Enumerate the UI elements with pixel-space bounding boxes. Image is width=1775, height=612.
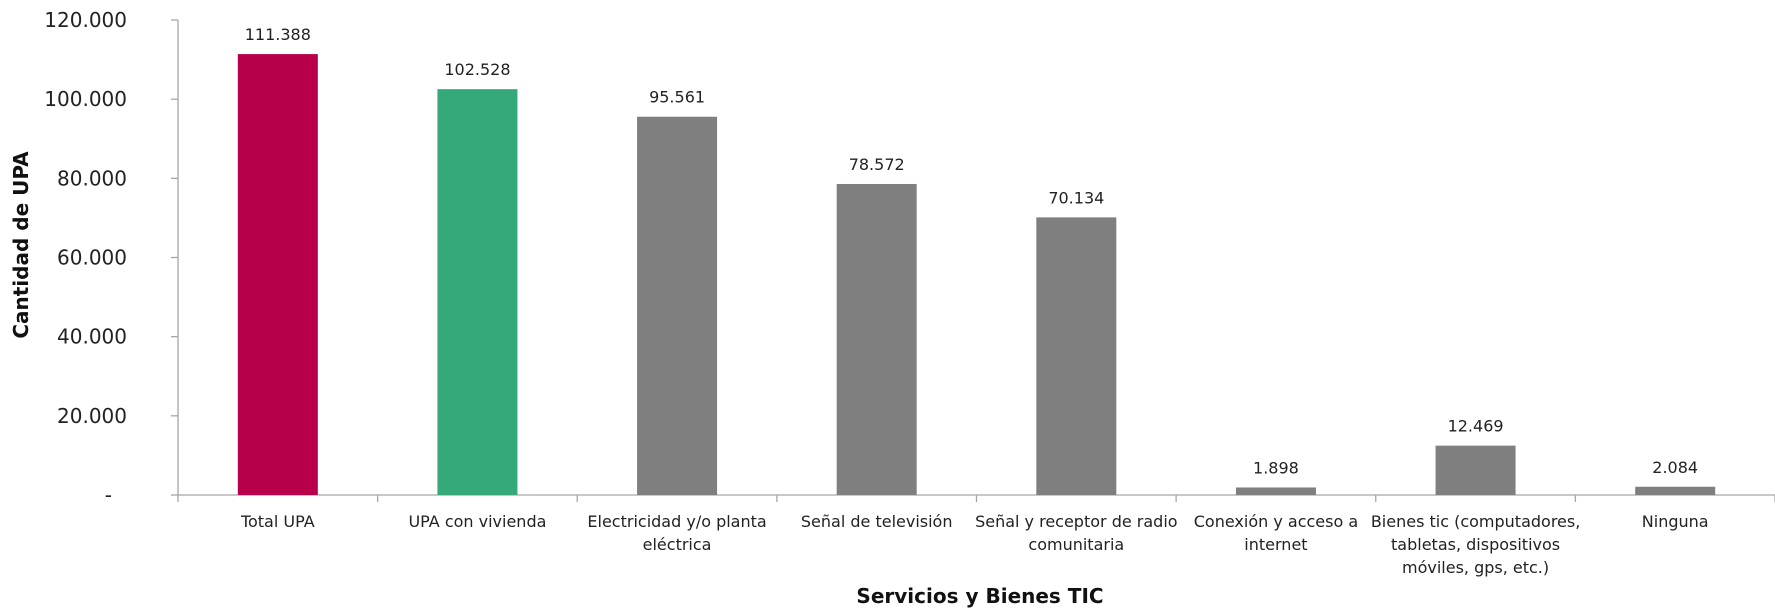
data-label: 95.561 xyxy=(649,88,705,107)
x-tick-label-line: UPA con vivienda xyxy=(408,512,546,531)
y-tick-label: 20.000 xyxy=(57,404,127,428)
data-label: 111.388 xyxy=(245,25,311,44)
x-tick-label-line: Ninguna xyxy=(1642,512,1709,531)
x-tick-label: UPA con vivienda xyxy=(408,512,546,531)
data-label: 12.469 xyxy=(1448,417,1504,436)
bar xyxy=(237,54,318,495)
y-tick-label: - xyxy=(105,483,112,507)
x-tick-label-line: tabletas, dispositivos xyxy=(1391,535,1560,554)
y-tick-label: 60.000 xyxy=(57,246,127,270)
y-tick-label: 120.000 xyxy=(44,8,127,32)
y-axis: - 20.000 40.000 60.000 80.000 100.000 120.000 xyxy=(44,8,179,507)
y-axis-title: Cantidad de UPA xyxy=(9,151,33,339)
bars xyxy=(237,54,1716,496)
data-label: 2.084 xyxy=(1652,458,1698,477)
x-tick-label: Señal de televisión xyxy=(801,512,953,531)
x-tick-label-line: móviles, gps, etc.) xyxy=(1402,558,1549,577)
data-label: 102.528 xyxy=(444,60,510,79)
x-tick-label-line: Bienes tic (computadores, xyxy=(1371,512,1581,531)
x-tick-label-line: Conexión y acceso a xyxy=(1194,512,1358,531)
bar xyxy=(1635,486,1716,495)
data-label: 1.898 xyxy=(1253,458,1299,477)
x-tick-label-line: comunitaria xyxy=(1028,535,1124,554)
y-tick-label: 80.000 xyxy=(57,166,127,190)
x-axis-title: Servicios y Bienes TIC xyxy=(856,584,1103,608)
y-tick-label: 100.000 xyxy=(44,87,127,111)
value-labels: 111.388 102.528 95.561 78.572 70.134 1.898 12.… xyxy=(245,25,1698,477)
data-label: 78.572 xyxy=(849,155,905,174)
x-tick-label: Electricidad y/o planta eléctrica xyxy=(587,512,766,554)
bar xyxy=(1036,217,1117,496)
bar xyxy=(1235,487,1316,495)
bar xyxy=(836,183,917,495)
x-tick-label: Señal y receptor de radio comunitaria xyxy=(975,512,1177,554)
x-tick-label-line: Total UPA xyxy=(240,512,315,531)
bar xyxy=(1435,445,1516,495)
x-tick-label-line: Señal y receptor de radio xyxy=(975,512,1177,531)
x-tick-label: Conexión y acceso a internet xyxy=(1194,512,1358,554)
x-tick-label: Ninguna xyxy=(1642,512,1709,531)
x-tick-label: Total UPA xyxy=(240,512,315,531)
bar xyxy=(637,116,718,496)
x-tick-label-line: Electricidad y/o planta xyxy=(587,512,766,531)
y-tick-label: 40.000 xyxy=(57,325,127,349)
x-tick-label-line: internet xyxy=(1244,535,1307,554)
x-tick-label-line: eléctrica xyxy=(643,535,712,554)
x-tick-label-line: Señal de televisión xyxy=(801,512,953,531)
bar xyxy=(437,89,518,495)
data-label: 70.134 xyxy=(1048,188,1104,207)
x-tick-label: Bienes tic (computadores, tabletas, dispo… xyxy=(1371,512,1581,577)
x-axis: Total UPA UPA con vivienda Electricidad y/… xyxy=(177,494,1775,577)
